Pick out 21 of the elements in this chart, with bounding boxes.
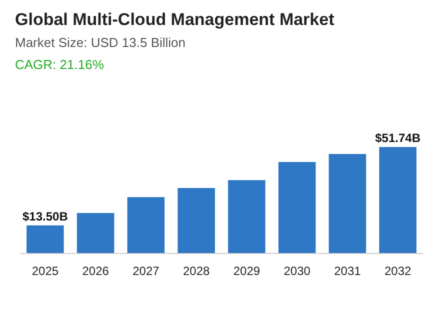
x-tick-label: 2028 bbox=[182, 264, 210, 278]
x-tick-label: 2027 bbox=[132, 264, 160, 278]
bar bbox=[278, 162, 316, 253]
bar bbox=[26, 225, 64, 253]
x-tick-label: 2031 bbox=[334, 264, 362, 278]
text: CAGR: 21.16% bbox=[15, 57, 104, 72]
x-tick-label: 2032 bbox=[384, 264, 412, 278]
bar bbox=[228, 180, 266, 253]
bar bbox=[379, 147, 416, 253]
x-tick-label: 2026 bbox=[82, 264, 110, 278]
bar bbox=[127, 197, 165, 253]
bar bbox=[178, 188, 215, 253]
x-tick-label: 2025 bbox=[32, 264, 59, 278]
chart-title: Global Multi-Cloud Management Market bbox=[15, 10, 335, 29]
data-label: $51.74B bbox=[375, 131, 421, 145]
data-label: $13.50B bbox=[22, 209, 68, 224]
bar bbox=[76, 213, 114, 253]
x-tick-label: 2030 bbox=[284, 264, 311, 278]
chart-subtitle: Market Size: USD 13.5 Billion bbox=[15, 35, 186, 50]
x-tick-label: 2029 bbox=[233, 264, 260, 278]
bar bbox=[328, 154, 366, 253]
